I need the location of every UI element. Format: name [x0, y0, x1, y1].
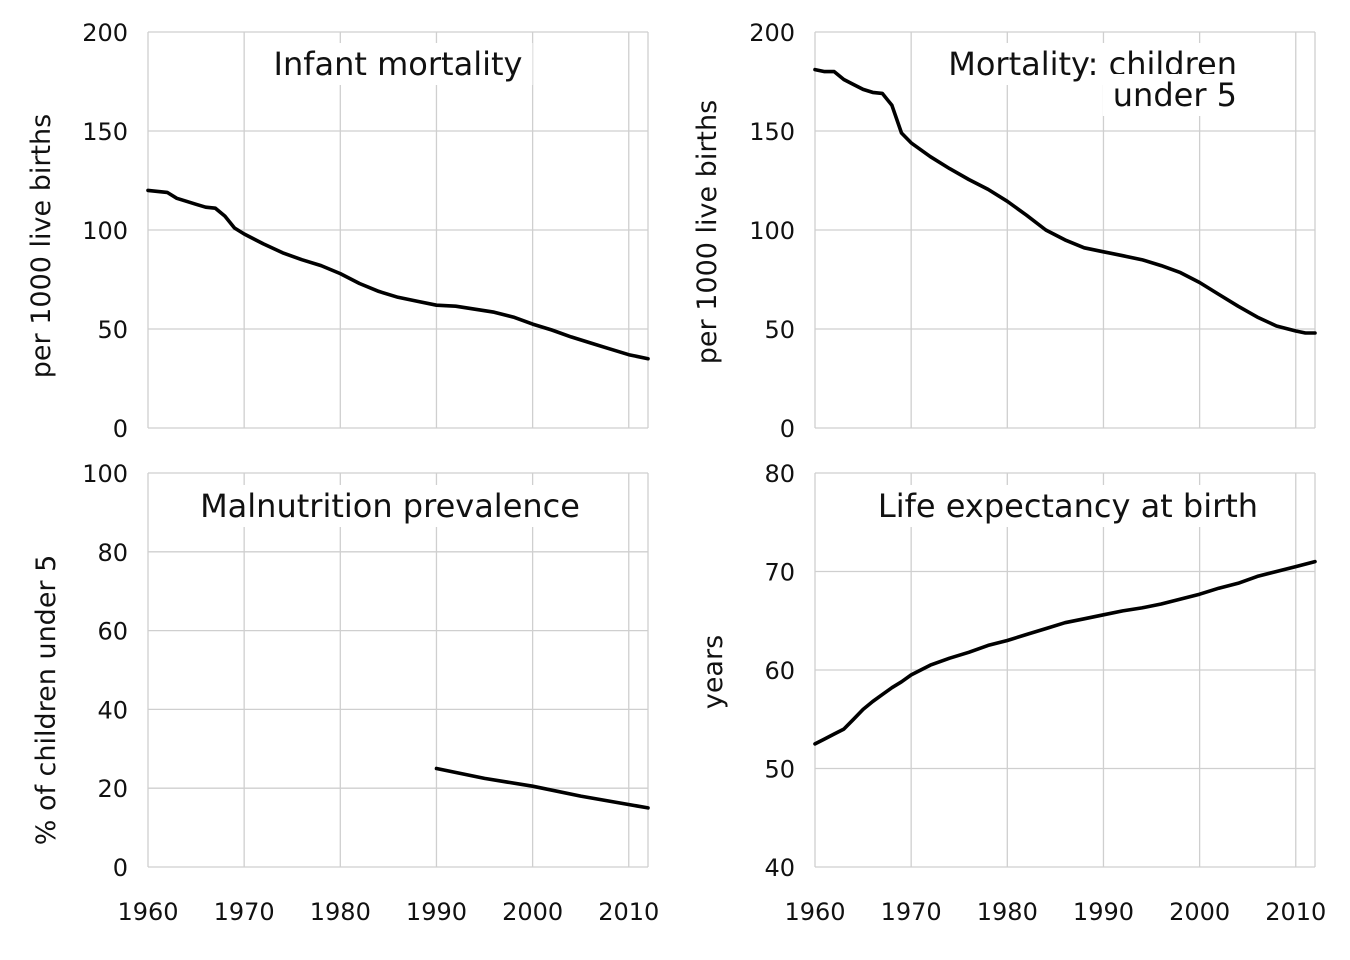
- chart-title-background: [263, 43, 533, 85]
- y-tick-label: 60: [764, 657, 795, 685]
- x-tick-label: 2000: [1169, 898, 1230, 926]
- y-tick-label: 50: [764, 316, 795, 344]
- y-axis-label: per 1000 live births: [26, 114, 57, 378]
- x-tick-label: 1980: [310, 898, 371, 926]
- x-tick-label: 2000: [502, 898, 563, 926]
- x-tick-label: 1970: [214, 898, 275, 926]
- chart-panel-3: 0 20 40 60 80 100 1960 1970 1980 1990 2000 2010 Maln…: [31, 460, 659, 926]
- y-tick-label: 150: [82, 118, 128, 146]
- chart-title: Infant mortality: [274, 45, 523, 83]
- y-axis-label: years: [698, 635, 729, 709]
- x-tick-label: 1980: [977, 898, 1038, 926]
- chart-title-background: [867, 485, 1269, 527]
- chart-title: Malnutrition prevalence: [200, 487, 580, 525]
- series-line: [813, 67, 1317, 335]
- y-tick-label: 100: [82, 460, 128, 488]
- series-line: [813, 559, 1317, 746]
- y-tick-label: 200: [749, 19, 795, 47]
- y-tick-label: 40: [97, 696, 128, 724]
- y-tick-label: 20: [97, 775, 128, 803]
- chart-title-background: [190, 485, 590, 527]
- y-tick-label: 150: [749, 118, 795, 146]
- y-tick-label: 0: [780, 415, 795, 443]
- series-line: [434, 766, 650, 810]
- chart-panel-4: 40 50 60 70 80 1960 1970 1980 1990 2000 2010 Life e…: [698, 460, 1326, 926]
- y-tick-label: 100: [82, 217, 128, 245]
- y-tick-label: 40: [764, 854, 795, 882]
- x-tick-label: 1960: [784, 898, 845, 926]
- y-tick-label: 0: [113, 854, 128, 882]
- x-tick-label: 1990: [406, 898, 467, 926]
- y-tick-label: 200: [82, 19, 128, 47]
- x-tick-label: 1970: [881, 898, 942, 926]
- series-line: [146, 188, 650, 361]
- chart-title: under 5: [1113, 76, 1237, 114]
- y-tick-label: 0: [113, 415, 128, 443]
- x-tick-label: 2010: [598, 898, 659, 926]
- chart-panel-1: 0 50 100 150 200 Infant mortality per 1000 liv…: [26, 19, 650, 443]
- y-tick-label: 50: [97, 316, 128, 344]
- y-axis-label: per 1000 live births: [692, 100, 723, 364]
- x-tick-label: 1960: [117, 898, 178, 926]
- y-tick-label: 70: [764, 559, 795, 587]
- y-axis-label: % of children under 5: [31, 555, 62, 846]
- y-tick-label: 80: [97, 539, 128, 567]
- y-tick-label: 50: [764, 756, 795, 784]
- y-tick-label: 100: [749, 217, 795, 245]
- y-tick-label: 60: [97, 618, 128, 646]
- y-tick-label: 80: [764, 460, 795, 488]
- chart-title: Life expectancy at birth: [878, 487, 1258, 525]
- x-tick-label: 2010: [1265, 898, 1326, 926]
- chart-title-background: [1102, 74, 1247, 116]
- x-tick-label: 1990: [1073, 898, 1134, 926]
